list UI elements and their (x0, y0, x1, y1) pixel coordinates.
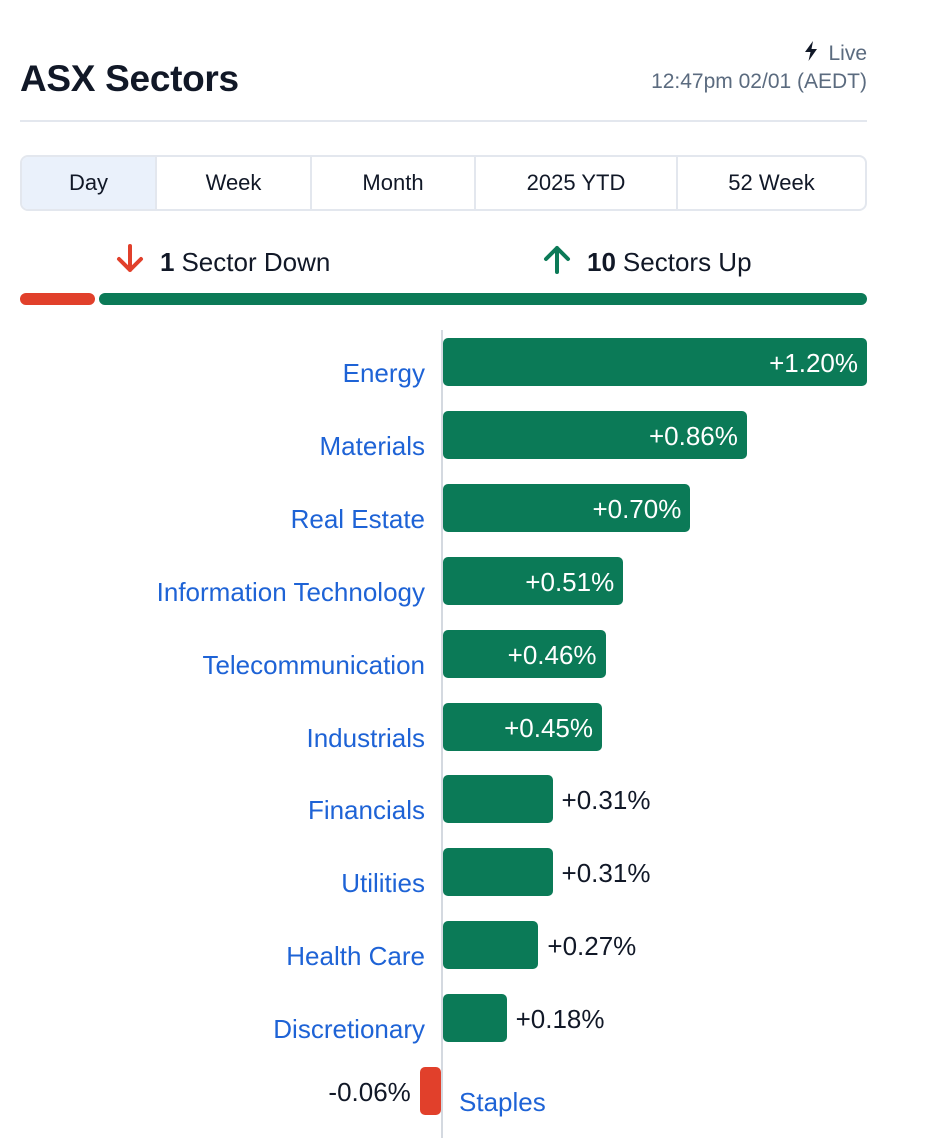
live-label: Live (828, 42, 867, 65)
sector-link-materials[interactable]: Materials (319, 430, 425, 461)
value-label: +0.31% (561, 858, 651, 889)
value-label: +0.86% (648, 420, 738, 451)
tab-2025-ytd[interactable]: 2025 YTD (476, 157, 678, 209)
sector-link-staples[interactable]: Staples (459, 1087, 546, 1117)
tab-label: Week (205, 170, 262, 195)
sectors-down-text: Sector Down (181, 246, 331, 277)
value-label: +0.27% (547, 931, 637, 962)
value-label: +0.18% (515, 1004, 605, 1035)
bar-telecommunication (443, 629, 606, 678)
value-label: +0.45% (504, 712, 593, 743)
arrow-up-icon (539, 241, 587, 284)
sector-link-industrials[interactable]: Industrials (306, 722, 426, 753)
sectors-down-count: 1 (160, 246, 175, 277)
sectors-up-count: 10 (587, 246, 616, 277)
tab-52-week[interactable]: 52 Week (678, 157, 865, 209)
bar-health-care (443, 921, 539, 970)
bar-real-estate (443, 483, 691, 532)
value-label: -0.06% (328, 1077, 411, 1107)
bar-industrials (443, 702, 602, 751)
arrow-down-icon (112, 241, 160, 284)
sector-link-discretionary[interactable]: Discretionary (273, 1014, 425, 1045)
value-label: +0.31% (561, 785, 651, 816)
breadth-down-segment (20, 293, 95, 305)
bar-discretionary (443, 994, 507, 1043)
timestamp: 12:47pm 02/01 (AEDT) (651, 70, 867, 93)
sector-link-telecommunication[interactable]: Telecommunication (202, 649, 425, 680)
tab-label: Month (362, 170, 424, 195)
tab-label: Day (68, 170, 109, 195)
bar-utilities (443, 848, 553, 897)
bar-information-technology (443, 556, 624, 605)
sectors-down-summary: 1 Sector Down (112, 240, 330, 284)
live-indicator: Live (802, 40, 867, 68)
breadth-ratio-bar (20, 293, 867, 305)
period-tabs: Day Week Month 2025 YTD 52 Week (20, 155, 867, 211)
bar-financials (443, 775, 553, 824)
sector-link-financials[interactable]: Financials (307, 795, 425, 826)
tab-day[interactable]: Day (22, 157, 157, 209)
zero-axis-line (441, 330, 443, 1138)
sectors-up-text: Sectors Up (622, 246, 752, 277)
sector-link-utilities[interactable]: Utilities (341, 868, 425, 899)
sector-link-real-estate[interactable]: Real Estate (290, 503, 425, 534)
tab-label: 2025 YTD (526, 170, 626, 195)
value-label: +0.46% (507, 639, 597, 670)
sectors-up-summary: 10 Sectors Up (539, 240, 752, 284)
value-label: +1.20% (769, 348, 858, 378)
sector-link-health-care[interactable]: Health Care (286, 941, 425, 972)
sector-link-information-technology[interactable]: Information Technology (156, 576, 425, 607)
sector-link-energy[interactable]: Energy (342, 358, 425, 388)
tab-month[interactable]: Month (312, 157, 476, 209)
tab-label: 52 Week (728, 170, 815, 195)
bar-energy (443, 338, 867, 386)
widget-header: ASX Sectors Live 12:47pm 02/01 (AEDT) (20, 36, 867, 122)
breadth-up-segment (99, 293, 867, 305)
bar-staples (419, 1067, 441, 1115)
value-label: +0.51% (525, 566, 615, 597)
tab-week[interactable]: Week (157, 157, 312, 209)
page-title: ASX Sectors (20, 58, 239, 99)
lightning-icon (802, 40, 820, 68)
value-label: +0.70% (592, 493, 682, 524)
bar-materials (443, 410, 747, 459)
